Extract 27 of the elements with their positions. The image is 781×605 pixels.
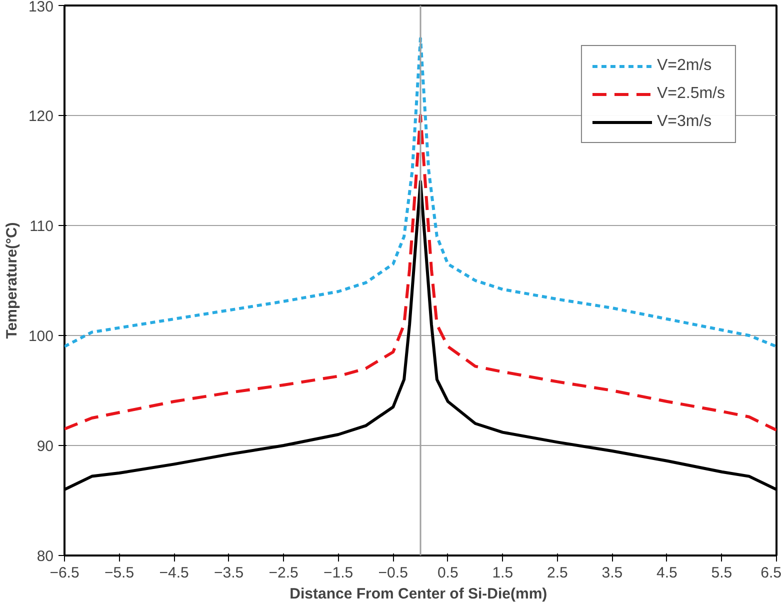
x-tick-label: 0.5 — [437, 564, 458, 582]
x-tick-label: 5.5 — [711, 564, 732, 582]
legend-label: V=3m/s — [656, 113, 712, 131]
x-tick-label: −6.5 — [50, 564, 80, 582]
x-tick-label: 4.5 — [656, 564, 678, 582]
y-tick-label: 90 — [36, 438, 54, 455]
legend-label: V=2m/s — [656, 57, 712, 75]
line-series — [64, 114, 776, 432]
x-tick-label: 6.5 — [760, 564, 781, 582]
y-tick-label: 100 — [28, 328, 54, 345]
x-tick-label: −2.5 — [268, 564, 298, 582]
legend-label: V=2.5m/s — [656, 85, 725, 103]
y-tick-label: 120 — [28, 108, 54, 125]
y-tick-label: 80 — [36, 548, 54, 565]
line-series — [64, 37, 776, 348]
x-tick-label: 1.5 — [492, 564, 514, 582]
x-tick-label: 3.5 — [602, 564, 623, 582]
x-tick-label: −0.5 — [378, 564, 408, 582]
y-axis-title: Temperature(°C) — [3, 222, 20, 339]
x-tick-label: −1.5 — [324, 564, 354, 582]
x-axis-title: Distance From Center of Si-Die(mm) — [290, 586, 548, 602]
y-tick-label: 130 — [28, 0, 54, 16]
y-tick-label: 110 — [30, 218, 54, 235]
x-tick-label: −3.5 — [214, 564, 244, 582]
x-tick-label: −5.5 — [104, 564, 134, 582]
x-tick-label: 2.5 — [546, 564, 568, 582]
x-tick-label: −4.5 — [159, 564, 189, 582]
